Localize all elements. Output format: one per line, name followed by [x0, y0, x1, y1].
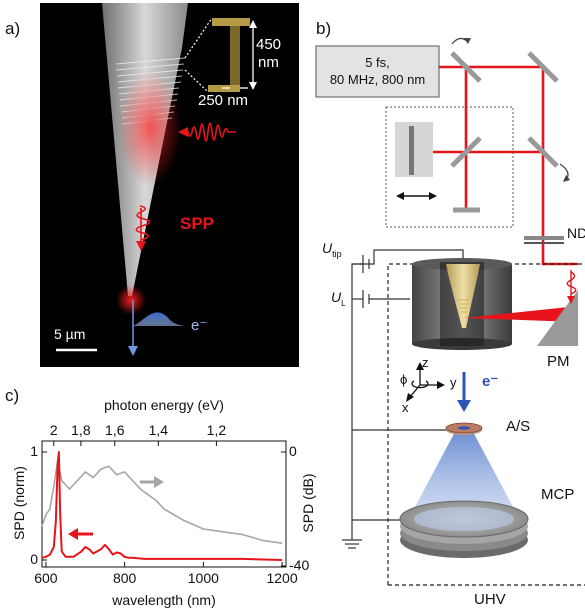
- u-tip-sub: tip: [332, 248, 342, 259]
- panel-b: [315, 37, 585, 586]
- groove-height-label: 450 nm: [256, 36, 281, 72]
- top-tick-label: 1,4: [148, 422, 169, 438]
- groove-height-value: 450: [256, 36, 282, 53]
- axis-x-label: x: [402, 400, 409, 415]
- axis-y-label: y: [450, 375, 457, 390]
- top-tick-label: 1,2: [206, 422, 227, 438]
- uhv-chamber: [387, 263, 585, 585]
- groove-height-unit: nm: [258, 54, 279, 71]
- electron-emission: [128, 300, 184, 356]
- top-tick-label: 2: [49, 422, 58, 438]
- left-tick-label: 1: [30, 443, 38, 459]
- bottom-tick-label: 1000: [187, 570, 219, 586]
- bottom-tick-label: 800: [112, 570, 137, 586]
- focused-beam: [464, 306, 578, 322]
- laser-line-1: 5 fs,: [365, 55, 390, 70]
- aperture-sample: [445, 422, 483, 435]
- laser-source-text: 5 fs, 80 MHz, 800 nm: [316, 54, 439, 88]
- u-tip-main: U: [322, 240, 333, 256]
- spd-norm-series-line: [41, 451, 283, 561]
- circuit-wiring: [342, 249, 464, 549]
- electron-cone: [408, 430, 520, 520]
- parabolic-mirror: [537, 290, 578, 346]
- mcp-label: MCP: [541, 486, 575, 503]
- panel-c-chart: [41, 440, 287, 568]
- laser-source-box: [315, 45, 440, 98]
- axis-z-label: z: [422, 355, 429, 370]
- spp-wave-packet: [135, 205, 151, 251]
- right-tick-label: -40: [289, 557, 310, 573]
- u-l-sub: L: [341, 298, 346, 308]
- scale-bar-label: 5 µm: [54, 326, 86, 342]
- red-series-arrow: [68, 528, 93, 540]
- groove-width-label: 250 nm: [198, 92, 249, 109]
- nd-filter: [524, 236, 564, 240]
- as-label: A/S: [506, 418, 531, 435]
- right-axis-title: SPD (dB): [300, 473, 316, 533]
- tick-marks: [42, 441, 286, 567]
- gray-series-arrow: [140, 476, 164, 488]
- bottom-tick-label: 1200: [266, 570, 298, 586]
- chart-marks: [41, 451, 283, 561]
- delay-mirror: [409, 126, 414, 175]
- mirrors: [450, 51, 559, 213]
- electron-label-b: e⁻: [482, 373, 499, 390]
- pm-pulse-icon: [566, 270, 577, 304]
- u-l-main: U: [331, 289, 342, 305]
- top-axis-title: photon energy (eV): [104, 397, 224, 413]
- red-glow-apex: [116, 285, 146, 315]
- uhv-label: UHV: [474, 591, 506, 608]
- spp-label: SPP: [180, 214, 215, 233]
- electron-label-a: e⁻: [191, 317, 208, 334]
- coordinate-axes: [406, 362, 445, 402]
- red-glow-grating: [118, 70, 182, 186]
- pm-label: PM: [547, 353, 570, 370]
- top-tick-label: 1,8: [71, 422, 91, 438]
- axis-phi-label: ϕ: [400, 372, 408, 387]
- left-tick-label: 0: [30, 551, 38, 567]
- delay-stage-frame: [385, 106, 514, 228]
- nd-label: ND: [567, 225, 585, 241]
- gold-tip: [446, 264, 480, 328]
- right-tick-label: 0: [289, 443, 297, 459]
- spd-db-series-line: [41, 459, 283, 544]
- panel-b-label: b): [316, 19, 332, 38]
- panel-a-label: a): [5, 19, 21, 38]
- u-tip-label: Utip: [322, 240, 342, 259]
- panel-a: [40, 3, 299, 367]
- groove-inset: [184, 17, 257, 93]
- panel-c-label: c): [5, 386, 20, 405]
- bottom-axis-title: wavelength (nm): [112, 592, 216, 608]
- tip-grating: [458, 299, 469, 313]
- plot-frame: [41, 440, 287, 568]
- bottom-tick-label: 600: [34, 570, 58, 586]
- top-tick-label: 1,6: [105, 422, 125, 438]
- laser-line-2: 80 MHz, 800 nm: [329, 72, 426, 87]
- incoming-laser-pulse: [178, 122, 236, 142]
- left-axis-title: SPD (norm): [11, 466, 27, 540]
- mcp-detector: [399, 500, 529, 558]
- u-l-label: UL: [331, 289, 346, 308]
